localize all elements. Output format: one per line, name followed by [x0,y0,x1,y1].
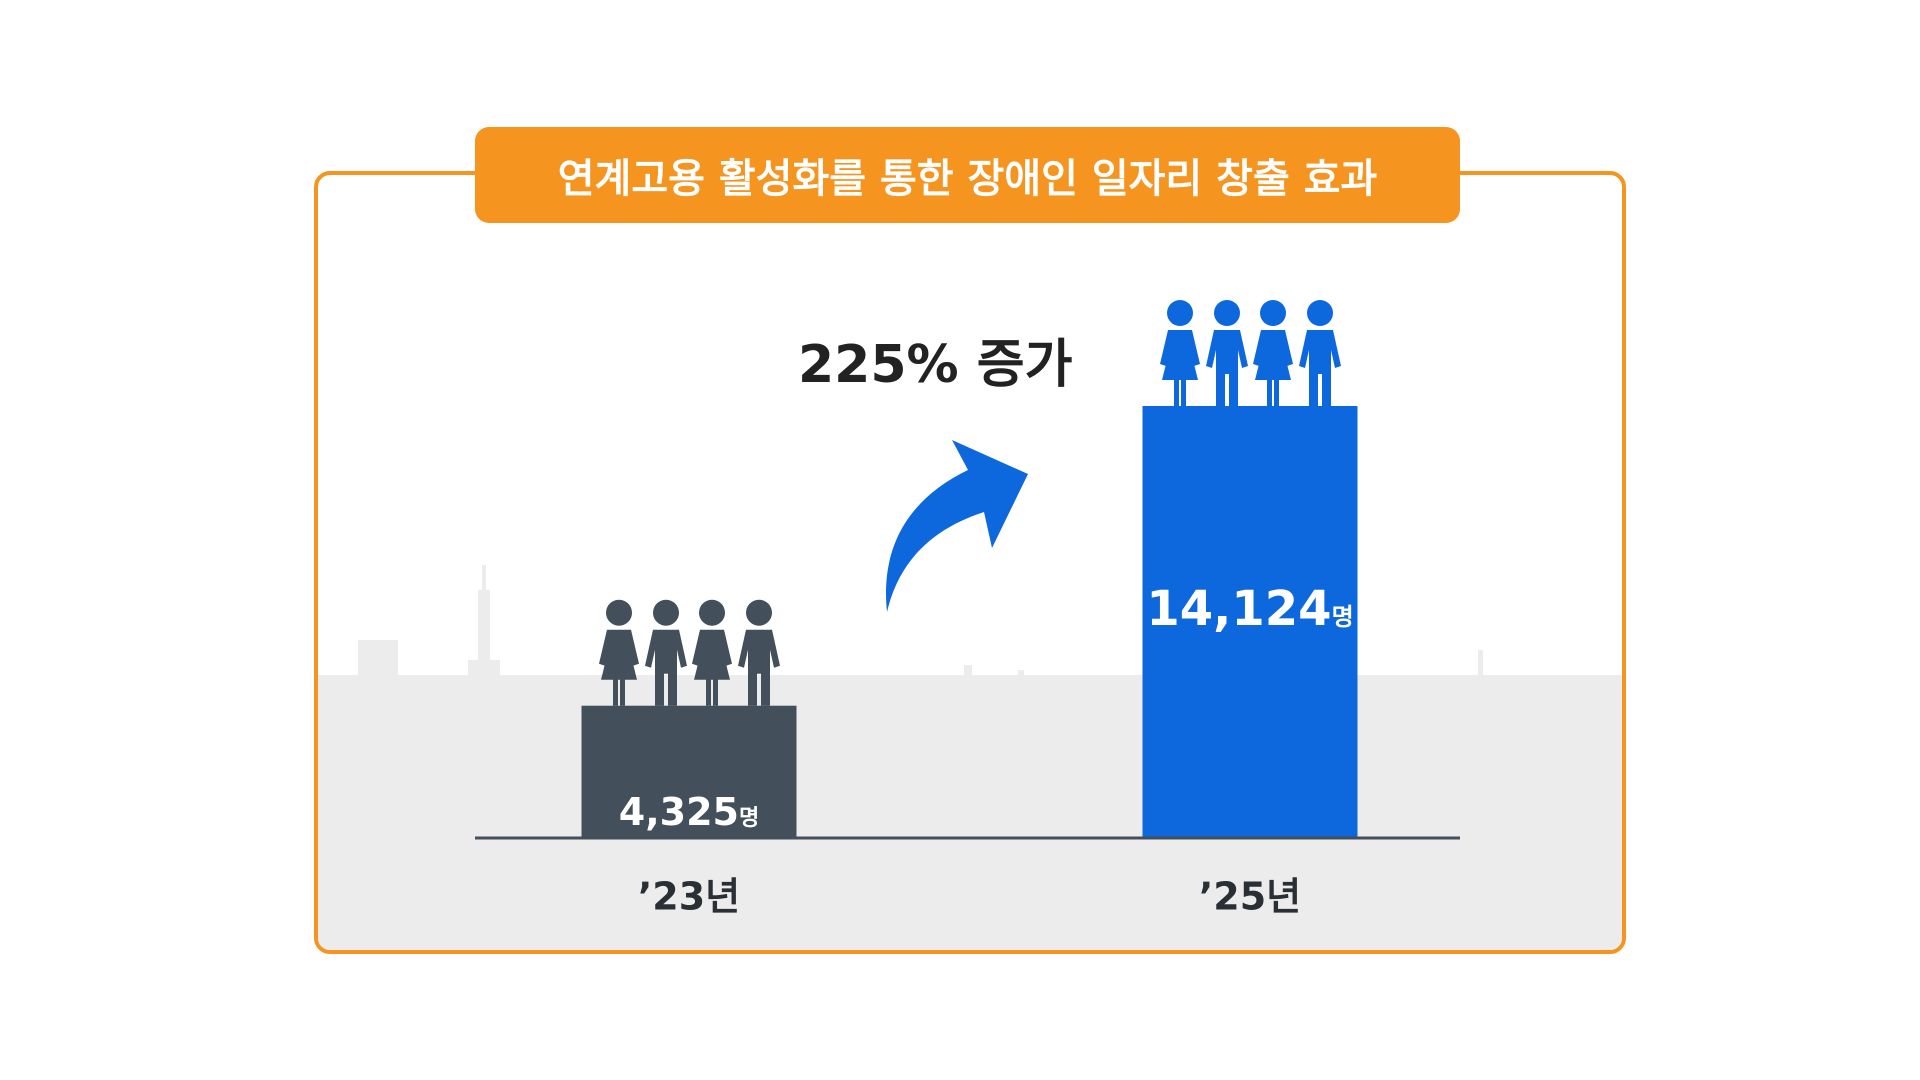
bar-value-label-2023: 4,325명 [619,790,759,834]
person-female-icon [599,629,639,706]
person-female-icon [1160,330,1200,406]
growth-arrow-icon [885,440,1028,612]
people-group-icon [1160,300,1341,406]
person-male-icon [1299,330,1341,406]
city-skyline-background [318,565,1622,950]
bar-value-label-2025: 14,124명 [1146,581,1353,637]
people-group-icon [599,599,780,706]
bar-value: 14,124 [1146,581,1332,637]
chart-title: 연계고용 활성화를 통한 장애인 일자리 창출 효과 [475,127,1460,223]
bar-value: 4,325 [618,789,739,834]
person-head [653,599,679,626]
person-male-icon [645,629,687,706]
person-head [1214,300,1240,326]
person-head [606,599,632,626]
category-label-2023: ’23년 [637,874,741,919]
bar-2023 [581,705,797,838]
bar-unit: 명 [1331,603,1354,631]
growth-label: 225% 증가 [798,335,1073,395]
person-male-icon [738,629,780,706]
chart-card [314,171,1626,954]
person-female-icon [692,629,732,706]
bar-2025 [1142,406,1358,838]
person-head [699,599,725,626]
person-head [1260,300,1286,326]
person-male-icon [1206,330,1248,406]
category-label-2025: ’25년 [1198,874,1302,919]
person-head [746,599,772,626]
person-female-icon [1253,330,1293,406]
person-head [1307,300,1333,326]
person-head [1167,300,1193,326]
bar-unit: 명 [738,805,760,831]
